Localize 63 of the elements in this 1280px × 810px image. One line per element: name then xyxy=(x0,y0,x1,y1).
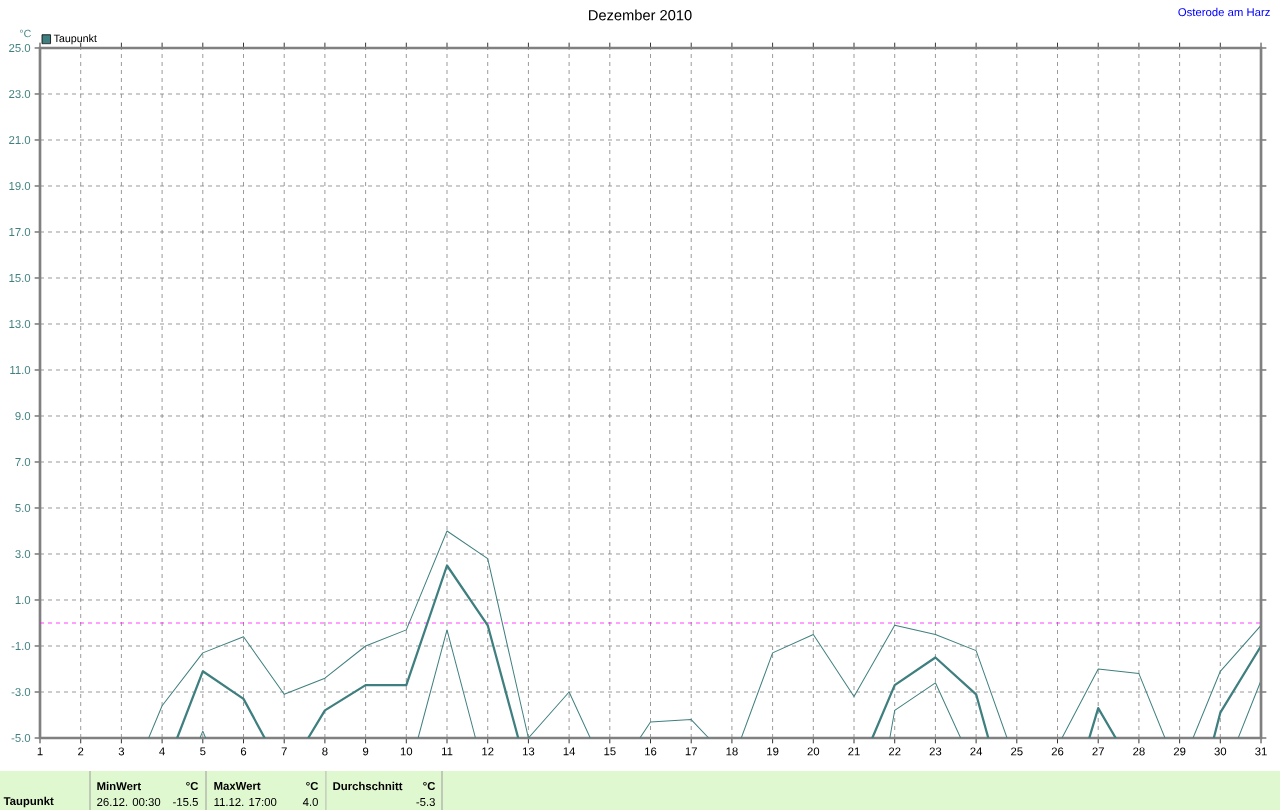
x-tick-label: 17 xyxy=(685,747,697,756)
x-tick-label: 7 xyxy=(281,747,287,756)
x-tick-label: 19 xyxy=(767,747,779,756)
x-tick-label: 2 xyxy=(78,747,84,756)
y-tick-label: 17.0 xyxy=(9,227,31,236)
chart-title: Dezember 2010 xyxy=(589,9,692,21)
text: -5.3 xyxy=(416,798,435,807)
y-tick-label: -1.0 xyxy=(11,642,31,651)
text: MaxWert xyxy=(214,782,261,790)
y-tick-label: 23.0 xyxy=(9,89,31,98)
y-tick-label: 3.0 xyxy=(15,550,31,559)
x-tick-label: 31 xyxy=(1255,747,1267,756)
text: 26.12. 00:30 xyxy=(97,798,161,807)
x-tick-label: 11 xyxy=(441,747,453,756)
x-tick-label: 6 xyxy=(240,747,247,756)
y-tick-label: 15.0 xyxy=(9,273,31,282)
x-tick-label: 14 xyxy=(563,747,576,756)
x-tick-label: 23 xyxy=(929,747,942,756)
x-tick-label: 16 xyxy=(645,747,657,756)
x-tick-label: 10 xyxy=(400,747,413,756)
text: -15.5 xyxy=(173,798,198,806)
y-tick-label: 25.0 xyxy=(9,43,31,52)
x-tick-label: 12 xyxy=(482,747,494,756)
text: Taupunkt xyxy=(3,796,54,808)
x-tick-label: 9 xyxy=(362,747,369,756)
x-tick-label: 5 xyxy=(200,747,206,756)
y-tick-label: 1.0 xyxy=(15,596,31,605)
x-tick-label: 28 xyxy=(1133,747,1145,756)
y-tick-label: 19.0 xyxy=(9,181,31,190)
x-tick-label: 4 xyxy=(159,747,165,756)
x-tick-label: 29 xyxy=(1173,747,1186,756)
text: °C xyxy=(423,782,436,791)
legend-label: Taupunkt xyxy=(53,34,97,45)
y-tick-label: -5.0 xyxy=(11,734,31,743)
text: °C xyxy=(306,782,319,791)
y-tick-label: 7.0 xyxy=(15,458,31,466)
text: 4.0 xyxy=(302,798,318,807)
x-tick-label: 1 xyxy=(37,747,43,756)
x-tick-label: 26 xyxy=(1051,747,1064,756)
y-tick-label: 21.0 xyxy=(9,135,31,144)
y-tick-label: 11.0 xyxy=(10,365,31,374)
text: 11.12. 17:00 xyxy=(214,798,277,807)
y-tick-label: 5.0 xyxy=(15,503,31,512)
text: Durchschnitt xyxy=(333,781,403,791)
x-tick-label: 21 xyxy=(848,747,860,756)
text: °C xyxy=(186,782,199,791)
x-tick-label: 15 xyxy=(604,747,616,756)
x-tick-label: 24 xyxy=(970,747,983,756)
text: Osterode am Harz xyxy=(1178,7,1270,17)
y-tick-label: 9.0 xyxy=(15,412,31,420)
x-tick-label: 20 xyxy=(807,747,820,756)
y-tick-label: 13.0 xyxy=(9,319,31,328)
x-tick-label: 22 xyxy=(888,747,901,756)
y-axis-title: °C xyxy=(19,29,31,38)
x-tick-label: 8 xyxy=(322,747,328,756)
x-tick-label: 13 xyxy=(522,747,535,756)
y-tick-label: -3.0 xyxy=(11,688,31,697)
text: MinWert xyxy=(97,781,141,791)
x-tick-label: 3 xyxy=(118,747,125,756)
x-tick-label: 30 xyxy=(1214,747,1227,756)
x-tick-label: 18 xyxy=(726,747,738,756)
x-tick-label: 27 xyxy=(1092,747,1104,756)
x-tick-label: 25 xyxy=(1011,747,1023,756)
